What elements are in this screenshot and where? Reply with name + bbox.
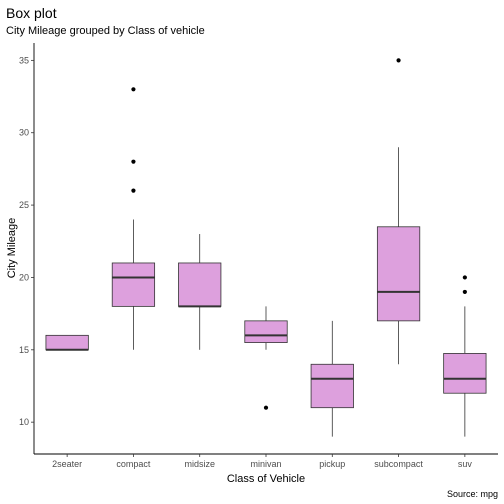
x-axis-title: Class of Vehicle xyxy=(227,473,305,485)
x-tick-label-minivan: minivan xyxy=(250,459,281,469)
box-group-compact xyxy=(111,87,156,350)
x-tick-label-suv: suv xyxy=(458,459,473,469)
y-tick-label-10: 10 xyxy=(19,417,29,427)
chart-title: Box plot xyxy=(6,5,57,21)
y-tick-label-15: 15 xyxy=(19,345,29,355)
outlier-point-minivan-0 xyxy=(263,405,269,410)
y-axis-title: City Mileage xyxy=(6,218,18,279)
chart-subtitle: City Mileage grouped by Class of vehicle xyxy=(6,25,205,37)
axes: 10 15 20 25 30 35 2seater compact midsize minivan… xyxy=(19,43,498,469)
box-2seater xyxy=(45,334,89,351)
plot-area xyxy=(45,58,487,437)
box-minivan xyxy=(244,320,288,343)
outlier-point-subcompact-0 xyxy=(396,58,401,63)
chart-caption: Source: mpg xyxy=(447,489,498,499)
box-group-2seater xyxy=(45,334,89,351)
box-group-minivan xyxy=(244,306,288,410)
box-suv xyxy=(443,353,487,394)
x-tick-label-compact: compact xyxy=(116,459,151,469)
outlier-point-compact-0 xyxy=(131,188,136,193)
outlier-point-suv-0 xyxy=(462,289,467,295)
box-compact xyxy=(111,262,156,307)
outlier-point-suv-1 xyxy=(462,275,467,280)
box-group-suv xyxy=(443,275,487,437)
x-tick-label-2seater: 2seater xyxy=(52,459,82,469)
y-tick-label-35: 35 xyxy=(19,55,29,65)
outlier-point-compact-2 xyxy=(131,87,136,92)
x-tick-label-pickup: pickup xyxy=(319,459,345,469)
x-tick-label-subcompact: subcompact xyxy=(374,459,423,469)
x-tick-label-midsize: midsize xyxy=(184,459,215,469)
box-subcompact xyxy=(376,226,421,322)
box-pickup xyxy=(310,363,354,409)
box-group-pickup xyxy=(310,320,354,437)
outlier-point-compact-1 xyxy=(131,159,136,164)
box-group-subcompact xyxy=(376,58,421,365)
y-tick-label-30: 30 xyxy=(19,128,29,138)
box-midsize xyxy=(178,262,222,307)
y-tick-label-20: 20 xyxy=(19,272,29,282)
y-tick-label-25: 25 xyxy=(19,200,29,210)
box-group-midsize xyxy=(178,234,222,350)
